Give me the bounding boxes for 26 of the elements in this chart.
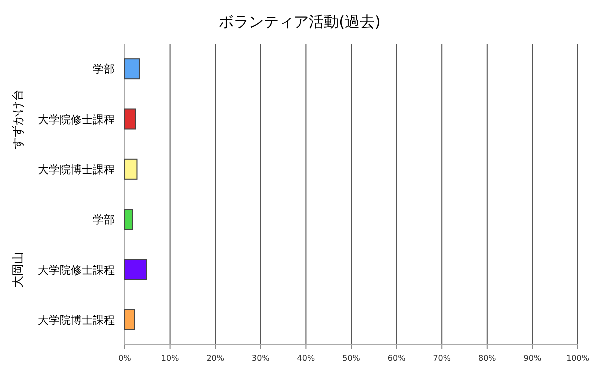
bar bbox=[124, 58, 140, 80]
bar bbox=[124, 108, 136, 130]
x-tick-label: 10% bbox=[161, 354, 180, 363]
chart-title: ボランティア活動(過去) bbox=[219, 13, 381, 31]
x-tick-label: 90% bbox=[524, 354, 542, 363]
x-tick-label: 80% bbox=[478, 354, 497, 363]
y-tick-label: 大学院修士課程 bbox=[38, 264, 115, 277]
x-tick-label: 40% bbox=[297, 354, 316, 363]
x-tick-label: 70% bbox=[433, 354, 452, 363]
text: すずかけ台 bbox=[11, 89, 25, 150]
bar bbox=[124, 158, 138, 180]
text: 大岡山 bbox=[11, 252, 25, 288]
x-tick-label: 0% bbox=[118, 354, 132, 363]
bar bbox=[124, 309, 136, 330]
y-tick-label: 学部 bbox=[93, 63, 115, 76]
bar bbox=[124, 209, 134, 230]
y-tick-label: 大学院修士課程 bbox=[38, 113, 115, 126]
x-tick-label: 30% bbox=[252, 354, 270, 363]
x-tick-label: 60% bbox=[388, 354, 406, 363]
y-tick-label: 学部 bbox=[93, 214, 115, 227]
x-tick-label: 50% bbox=[342, 354, 361, 363]
y-tick-label: 大学院博士課程 bbox=[38, 314, 115, 327]
x-tick-label: 20% bbox=[206, 354, 225, 363]
y-tick-label: 大学院博士課程 bbox=[38, 163, 115, 176]
bar bbox=[124, 259, 148, 280]
x-tick-label: 100% bbox=[566, 354, 590, 363]
